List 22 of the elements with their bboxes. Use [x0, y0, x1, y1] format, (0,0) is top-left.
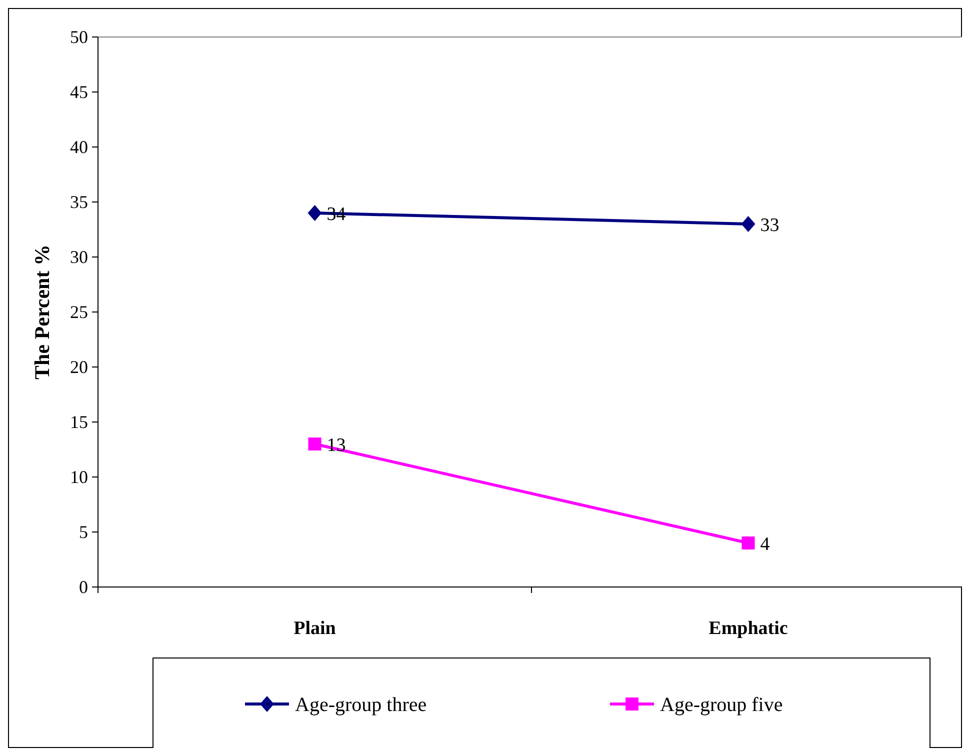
legend-label: Age-group five: [660, 694, 783, 716]
point: [742, 536, 755, 550]
y-axis-title: The Percent %: [30, 244, 54, 380]
data-label: 33: [760, 215, 780, 236]
x-tick-label: Emphatic: [708, 618, 788, 639]
point: [308, 438, 322, 450]
y-tick-label: 15: [70, 412, 88, 432]
legend-label: Age-group three: [295, 694, 427, 716]
data-label: 4: [760, 534, 770, 555]
y-tick-label: 40: [70, 137, 88, 157]
y-tick-label: 45: [70, 82, 88, 102]
point: [741, 216, 756, 232]
y-tick-label: 30: [70, 247, 88, 267]
y-tick-label: 20: [70, 357, 88, 377]
x-tick-label: Plain: [294, 618, 336, 639]
y-tick-label: 50: [70, 27, 88, 47]
y-tick-label: 35: [70, 192, 88, 212]
y-tick-label: 25: [70, 302, 88, 322]
point: [308, 205, 322, 221]
y-tick-label: 0: [79, 577, 88, 597]
y-tick-label: 10: [70, 467, 88, 487]
y-tick-label: 5: [79, 522, 88, 542]
